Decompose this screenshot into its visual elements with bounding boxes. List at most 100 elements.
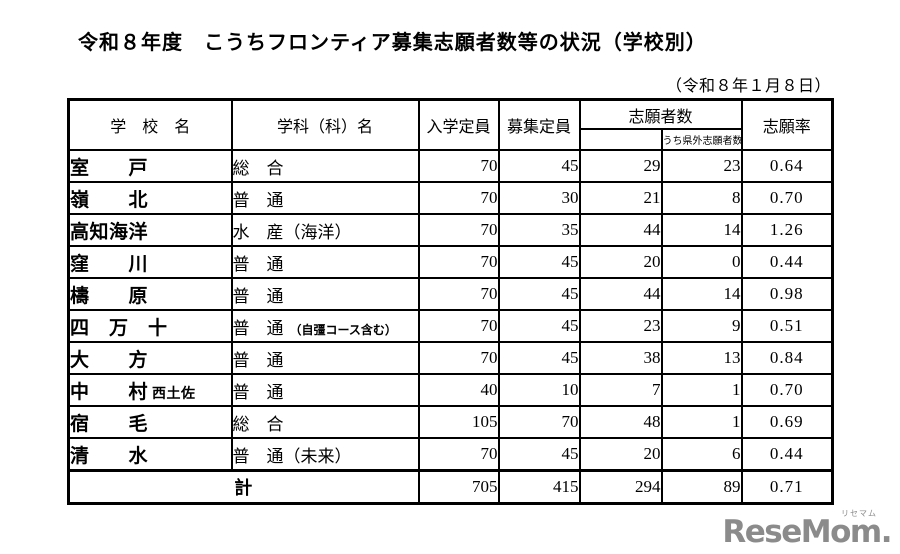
recruit-capacity-cell: 45 <box>497 245 581 279</box>
admission-capacity-cell: 70 <box>417 245 500 279</box>
applicants-cell: 44 <box>578 277 663 311</box>
out-of-pref-applicants-cell: 1 <box>660 405 743 439</box>
out-of-pref-applicants-cell: 23 <box>660 149 743 183</box>
resemom-logo-ruby: リセマム <box>841 509 877 518</box>
table-row: 宿 毛 総 合 105 70 48 1 0.69 <box>67 405 834 439</box>
recruit-capacity-cell: 35 <box>497 213 581 247</box>
header-school-name: 学 校 名 <box>67 98 233 151</box>
department-cell: 普 通 <box>230 277 420 311</box>
table-body: 室 戸総 合 70 45 29 23 0.64 嶺 北普 通 70 30 21 8 0.70 高知海洋水… <box>67 149 834 472</box>
applicants-cell: 21 <box>578 181 663 215</box>
out-of-pref-applicants-cell: 14 <box>660 213 743 247</box>
table-row: 嶺 北 普 通 70 30 21 8 0.70 <box>67 181 834 215</box>
resemom-logo-text: ReseMom. <box>722 514 892 550</box>
application-rate-cell: 0.84 <box>740 341 834 375</box>
department-cell: 普 通 <box>230 341 420 375</box>
school-name-cell: 中 村西土佐 <box>67 373 233 407</box>
department-cell: 水 産（海洋） <box>230 213 420 247</box>
admission-capacity-cell: 40 <box>417 373 500 407</box>
out-of-pref-applicants-cell: 14 <box>660 277 743 311</box>
table-row: 四 万 十 普 通 （自彊コース含む） 70 45 23 9 0.51 <box>67 309 834 343</box>
applicants-cell: 44 <box>578 213 663 247</box>
school-name: 高知海洋 <box>70 221 149 243</box>
application-rate-cell: 1.26 <box>740 213 834 247</box>
department-name: 普 通 <box>232 350 284 370</box>
department-cell: 普 通 （自彊コース含む） <box>230 309 420 343</box>
school-name-cell: 四 万 十 <box>67 309 233 343</box>
school-name: 嶺 北 <box>70 189 149 211</box>
total-row: 計 705 415 294 89 0.71 <box>67 469 834 505</box>
department-name: 普 通 <box>232 382 284 402</box>
applicants-table: 学 校 名 学科（科）名 入学定員 募集定員 志願者数 志願率 うち県外志願者数… <box>67 98 835 505</box>
application-rate-cell: 0.44 <box>740 245 834 279</box>
recruit-capacity-cell: 30 <box>497 181 581 215</box>
header-applicants-spacer <box>578 128 663 151</box>
total-out-of-pref-applicants-cell: 89 <box>660 469 743 505</box>
applicants-cell: 48 <box>578 405 663 439</box>
table-row: 清 水 普 通（未来） 70 45 20 6 0.44 <box>67 437 834 472</box>
school-name-cell: 清 水 <box>67 437 233 472</box>
application-rate-cell: 0.70 <box>740 181 834 215</box>
out-of-pref-applicants-cell: 13 <box>660 341 743 375</box>
school-name: 室 戸 <box>70 157 149 179</box>
resemom-logo: リセマム ReseMom. <box>722 510 892 550</box>
recruit-capacity-cell: 45 <box>497 149 581 183</box>
department-name: 普 通 <box>232 254 284 274</box>
school-name: 檮 原 <box>70 285 149 307</box>
school-name: 四 万 十 <box>70 317 168 339</box>
admission-capacity-cell: 70 <box>417 309 500 343</box>
school-name-cell: 宿 毛 <box>67 405 233 439</box>
school-name-cell: 室 戸 <box>67 149 233 183</box>
admission-capacity-cell: 70 <box>417 181 500 215</box>
header-applicants: 志願者数 <box>578 98 743 130</box>
recruit-capacity-cell: 45 <box>497 309 581 343</box>
school-name: 清 水 <box>70 445 149 467</box>
table-row: 室 戸 総 合 70 45 29 23 0.64 <box>67 149 834 183</box>
department-name: 普 通 <box>232 190 284 210</box>
table-row: 檮 原 普 通 70 45 44 14 0.98 <box>67 277 834 311</box>
table-header: 学 校 名 学科（科）名 入学定員 募集定員 志願者数 志願率 うち県外志願者数 <box>67 98 834 151</box>
applicants-cell: 29 <box>578 149 663 183</box>
total-label-cell: 計 <box>67 469 420 505</box>
school-name: 窪 川 <box>70 253 149 275</box>
department-note: （自彊コース含む） <box>289 322 397 337</box>
department-name: 総 合 <box>232 158 284 178</box>
header-application-rate: 志願率 <box>740 98 834 151</box>
department-cell: 普 通 <box>230 181 420 215</box>
applicants-cell: 20 <box>578 245 663 279</box>
applicants-cell: 38 <box>578 341 663 375</box>
department-cell: 総 合 <box>230 149 420 183</box>
total-recruit-capacity-cell: 415 <box>497 469 581 505</box>
recruit-capacity-cell: 10 <box>497 373 581 407</box>
recruit-capacity-cell: 45 <box>497 437 581 472</box>
header-recruit-capacity: 募集定員 <box>497 98 581 151</box>
application-rate-cell: 0.98 <box>740 277 834 311</box>
department-name: 水 産（海洋） <box>232 222 352 242</box>
out-of-pref-applicants-cell: 9 <box>660 309 743 343</box>
applicants-cell: 23 <box>578 309 663 343</box>
department-cell: 普 通 <box>230 373 420 407</box>
header-out-of-pref-applicants: うち県外志願者数 <box>660 128 743 151</box>
application-rate-cell: 0.69 <box>740 405 834 439</box>
department-cell: 普 通（未来） <box>230 437 420 472</box>
date-note: （令和８年１月８日） <box>665 78 831 95</box>
recruit-capacity-cell: 45 <box>497 341 581 375</box>
table-row: 中 村西土佐普 通 40 10 7 1 0.70 <box>67 373 834 407</box>
applicants-cell: 7 <box>578 373 663 407</box>
out-of-pref-applicants-cell: 6 <box>660 437 743 472</box>
admission-capacity-cell: 70 <box>417 437 500 472</box>
admission-capacity-cell: 70 <box>417 341 500 375</box>
recruit-capacity-cell: 45 <box>497 277 581 311</box>
school-name-cell: 窪 川 <box>67 245 233 279</box>
application-rate-cell: 0.70 <box>740 373 834 407</box>
school-name-cell: 嶺 北 <box>67 181 233 215</box>
header-department-name: 学科（科）名 <box>230 98 420 151</box>
department-name: 普 通 <box>232 318 284 338</box>
admission-capacity-cell: 105 <box>417 405 500 439</box>
admission-capacity-cell: 70 <box>417 149 500 183</box>
applicants-cell: 20 <box>578 437 663 472</box>
application-rate-cell: 0.44 <box>740 437 834 472</box>
out-of-pref-applicants-cell: 1 <box>660 373 743 407</box>
page-title: 令和８年度 こうちフロンティア募集志願者数等の状況（学校別） <box>78 32 707 54</box>
school-name-cell: 高知海洋 <box>67 213 233 247</box>
